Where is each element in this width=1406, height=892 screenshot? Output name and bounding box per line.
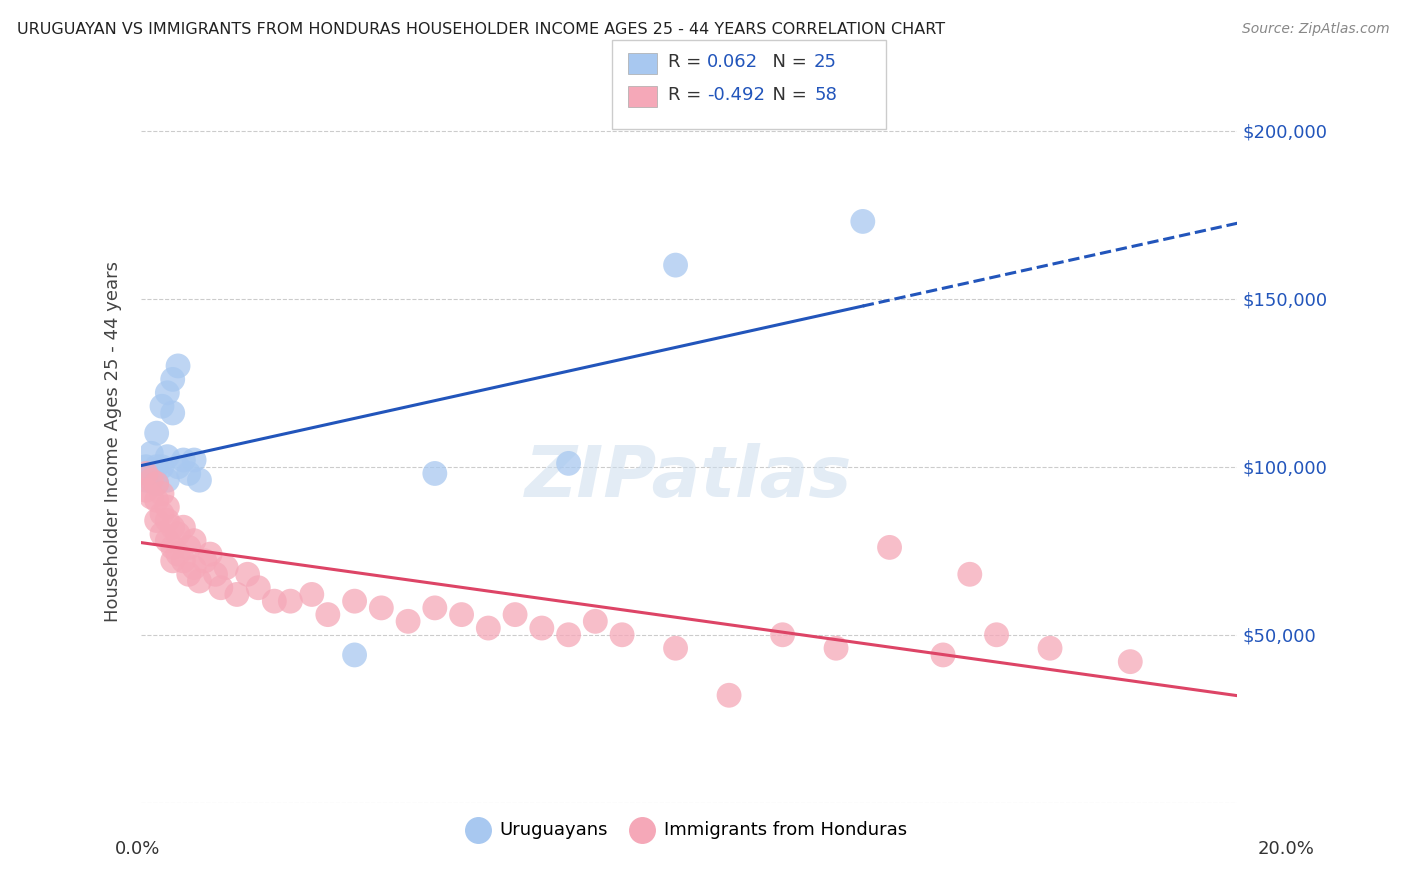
Point bbox=[316, 607, 339, 622]
Point bbox=[141, 467, 163, 481]
Point bbox=[150, 507, 173, 521]
Point bbox=[156, 514, 179, 528]
Text: 20.0%: 20.0% bbox=[1258, 840, 1315, 858]
Point bbox=[167, 459, 190, 474]
Text: -0.492: -0.492 bbox=[707, 87, 765, 104]
Text: Source: ZipAtlas.com: Source: ZipAtlas.com bbox=[1241, 22, 1389, 37]
Point bbox=[423, 467, 446, 481]
Point bbox=[396, 615, 419, 629]
Text: 25: 25 bbox=[814, 54, 837, 71]
Point bbox=[825, 641, 848, 656]
Text: URUGUAYAN VS IMMIGRANTS FROM HONDURAS HOUSEHOLDER INCOME AGES 25 - 44 YEARS CORR: URUGUAYAN VS IMMIGRANTS FROM HONDURAS HO… bbox=[17, 22, 945, 37]
Point bbox=[343, 594, 366, 608]
Point bbox=[280, 594, 302, 608]
Point bbox=[530, 621, 553, 635]
Text: 0.062: 0.062 bbox=[707, 54, 758, 71]
Point bbox=[150, 527, 173, 541]
Point bbox=[204, 567, 226, 582]
Point bbox=[236, 567, 259, 582]
Text: N =: N = bbox=[761, 54, 813, 71]
Point bbox=[162, 406, 184, 420]
Point bbox=[167, 359, 190, 373]
Point bbox=[156, 473, 179, 487]
Point bbox=[247, 581, 270, 595]
Point bbox=[172, 453, 194, 467]
Point bbox=[135, 467, 157, 481]
Y-axis label: Householder Income Ages 25 - 44 years: Householder Income Ages 25 - 44 years bbox=[104, 261, 122, 622]
Point bbox=[156, 533, 179, 548]
Text: 0.0%: 0.0% bbox=[115, 840, 160, 858]
Point bbox=[664, 641, 686, 656]
Point bbox=[986, 628, 1008, 642]
Point bbox=[183, 453, 205, 467]
Point bbox=[141, 490, 163, 504]
Point bbox=[183, 560, 205, 574]
Point bbox=[194, 554, 217, 568]
Point bbox=[145, 459, 167, 474]
Point bbox=[557, 456, 579, 470]
Point bbox=[301, 587, 323, 601]
Point bbox=[162, 520, 184, 534]
Text: R =: R = bbox=[668, 54, 707, 71]
Point bbox=[215, 560, 238, 574]
Point bbox=[772, 628, 794, 642]
Point bbox=[145, 426, 167, 441]
Point bbox=[959, 567, 981, 582]
Point bbox=[1039, 641, 1062, 656]
Legend: Uruguayans, Immigrants from Honduras: Uruguayans, Immigrants from Honduras bbox=[461, 812, 917, 848]
Point bbox=[167, 547, 190, 561]
Text: 58: 58 bbox=[814, 87, 837, 104]
Point bbox=[1119, 655, 1142, 669]
Point bbox=[477, 621, 499, 635]
Point bbox=[932, 648, 955, 662]
Point bbox=[177, 467, 200, 481]
Point bbox=[557, 628, 579, 642]
Point bbox=[664, 258, 686, 272]
Point bbox=[167, 527, 190, 541]
Text: ZIPatlas: ZIPatlas bbox=[526, 443, 852, 512]
Point bbox=[183, 533, 205, 548]
Point bbox=[135, 483, 157, 498]
Text: N =: N = bbox=[761, 87, 813, 104]
Point bbox=[172, 520, 194, 534]
Point bbox=[188, 473, 211, 487]
Point bbox=[450, 607, 472, 622]
Point bbox=[145, 476, 167, 491]
Point bbox=[225, 587, 247, 601]
Point bbox=[423, 600, 446, 615]
Point bbox=[156, 450, 179, 464]
Point bbox=[135, 459, 157, 474]
Point bbox=[718, 688, 741, 702]
Point bbox=[263, 594, 285, 608]
Point bbox=[145, 514, 167, 528]
Point bbox=[188, 574, 211, 588]
Point bbox=[141, 473, 163, 487]
Point bbox=[503, 607, 526, 622]
Point bbox=[135, 473, 157, 487]
Point bbox=[343, 648, 366, 662]
Point bbox=[370, 600, 392, 615]
Point bbox=[141, 446, 163, 460]
Point bbox=[583, 615, 606, 629]
Point bbox=[172, 554, 194, 568]
Point bbox=[145, 476, 167, 491]
Point bbox=[162, 541, 184, 555]
Point bbox=[156, 385, 179, 400]
Point bbox=[150, 486, 173, 500]
Point bbox=[150, 459, 173, 474]
Point bbox=[156, 500, 179, 514]
Point bbox=[610, 628, 633, 642]
Point bbox=[162, 372, 184, 386]
Point bbox=[177, 567, 200, 582]
Point bbox=[177, 541, 200, 555]
Point bbox=[162, 554, 184, 568]
Text: R =: R = bbox=[668, 87, 707, 104]
Point bbox=[150, 399, 173, 413]
Point bbox=[198, 547, 221, 561]
Point bbox=[879, 541, 901, 555]
Point bbox=[145, 493, 167, 508]
Point bbox=[852, 214, 875, 228]
Point bbox=[209, 581, 232, 595]
